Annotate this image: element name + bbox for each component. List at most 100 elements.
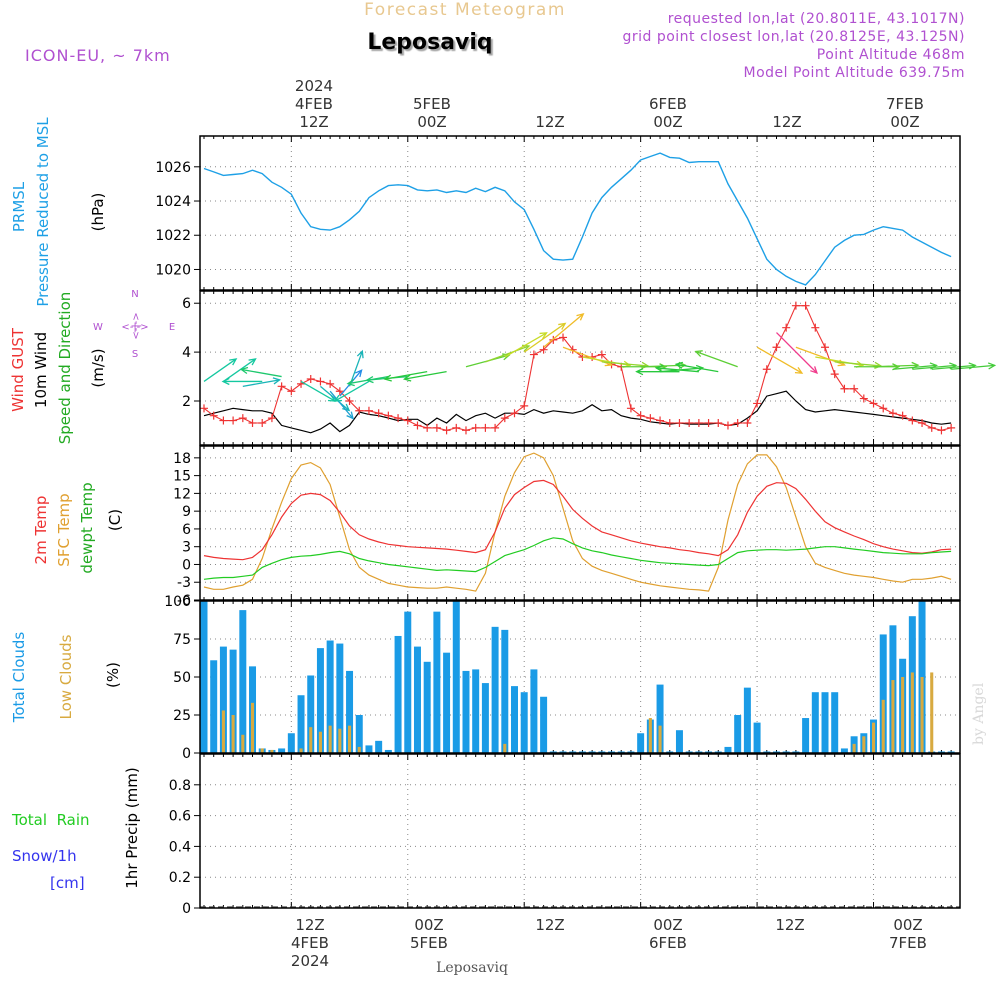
temp-labels: 2m Temp SFC Temp dewpt Temp (C) [32,482,124,573]
gust-marker [219,416,228,425]
wind-vector-shaft [404,371,447,380]
total-cloud-bar [578,751,586,753]
precip-name-label: 1hr Precip (mm) [123,767,141,888]
gust-marker [811,323,820,332]
gust-marker [248,419,257,427]
low-cloud-bar [260,748,264,753]
pressure-desc-label: Pressure Reduced to MSL [34,117,52,307]
wind-vector-head [354,369,363,378]
wind-vector-shaft [676,363,719,373]
gust-marker [452,423,461,432]
total-cloud-bar [782,751,790,753]
pressure-unit-label: (hPa) [89,193,107,232]
precip-labels: Total Rain Snow/1h [cm] 1hr Precip (mm) [11,767,141,892]
gust-marker [384,411,393,420]
gust-marker [510,409,519,418]
wind-vector-shaft [223,358,256,382]
total-cloud-bar [656,684,664,753]
wind-vector-shaft [756,346,803,374]
low-cloud-bar [241,734,245,753]
wind-vector-head [402,374,412,382]
total-cloud-bar [423,661,431,753]
total-cloud-bar [316,648,324,753]
gust-marker [258,419,267,427]
dewpt-label: dewpt Temp [78,482,96,573]
total-cloud-bar [200,601,208,753]
wind-vector [674,361,719,373]
wind-vector-shaft [504,332,547,358]
credit-watermark: by Angel [971,682,987,745]
gust-marker [229,416,238,425]
gust-marker [559,333,568,342]
y-tick-label: 100 [164,594,191,610]
wind-vector [523,322,567,353]
total-cloud-bar [772,751,780,753]
t2m-line [203,479,952,561]
y-tick-label: 18 [173,451,191,467]
gust-marker [685,419,694,427]
total-cloud-bar [802,718,810,753]
top-tick-year: 2024 [295,77,333,95]
wind-vector-head [229,358,238,366]
total-cloud-bar [287,733,295,753]
pressure-panel: 1020 1022 1024 1026 [155,135,961,291]
total-cloud-bar [375,740,383,753]
gust-label: Wind GUST [9,327,27,412]
y-tick-label: 9 [182,504,191,520]
wind-vector [635,368,680,376]
total-cloud-bar [675,730,683,753]
low-clouds-label: Low Clouds [57,634,75,719]
y-tick-label: -6 [177,593,191,609]
total-cloud-bar [753,722,761,753]
total-cloud-bar [278,748,286,753]
gust-marker [704,419,713,427]
total-cloud-bar [307,675,315,753]
top-tick-hour: 00Z [890,113,919,131]
total-cloud-bar [724,746,732,753]
gust-marker [694,419,703,427]
precip-frame [199,753,961,909]
top-tick-date: 4FEB [295,95,333,113]
low-cloud-bar [357,746,361,753]
low-cloud-bar [910,672,914,753]
total-cloud-bar [511,686,518,753]
gust-marker [714,419,723,427]
gust-marker [646,414,655,423]
cloud-unit-label: (%) [104,662,122,688]
y-tick-label: 50 [173,670,191,686]
wind-vector-head [221,377,230,386]
total-cloud-bar [462,670,470,753]
clouds-panel: 0 25 50 75 100 [164,594,961,762]
wind-vector [654,364,699,373]
low-cloud-bar [221,710,225,753]
low-cloud-bar [348,725,352,753]
gust-marker [753,399,762,408]
gust-marker [850,384,859,393]
top-tick-hour: 00Z [417,113,446,131]
gust-marker [859,394,868,403]
gust-marker [830,370,839,379]
y-tick-label: 2 [182,394,191,410]
wind-unit-label: (m/s) [89,348,107,387]
wind-vector-shaft [656,367,699,373]
gust-marker [471,423,480,432]
total-cloud-bar [210,660,218,753]
gust-marker [364,406,373,415]
wind-vector-head [333,394,343,402]
bottom-tick-date: 4FEB [291,934,329,952]
bottom-tick-hour: 00Z [414,916,443,934]
wind-vector-shaft [912,364,956,370]
station-title: Leposaviq [367,30,492,55]
total-cloud-bar [443,652,451,753]
total-cloud-bar [549,751,557,753]
wind-vector [223,358,257,382]
total-clouds-label: Total Clouds [10,632,28,724]
gust-marker [656,416,665,425]
total-cloud-bar [627,751,635,753]
product-title: Forecast Meteogram [364,0,566,20]
gust-marker [665,419,674,427]
total-cloud-bar [598,751,606,753]
wind-vector-head [694,350,703,357]
low-cloud-bar [852,743,856,753]
low-cloud-bar [250,702,255,753]
